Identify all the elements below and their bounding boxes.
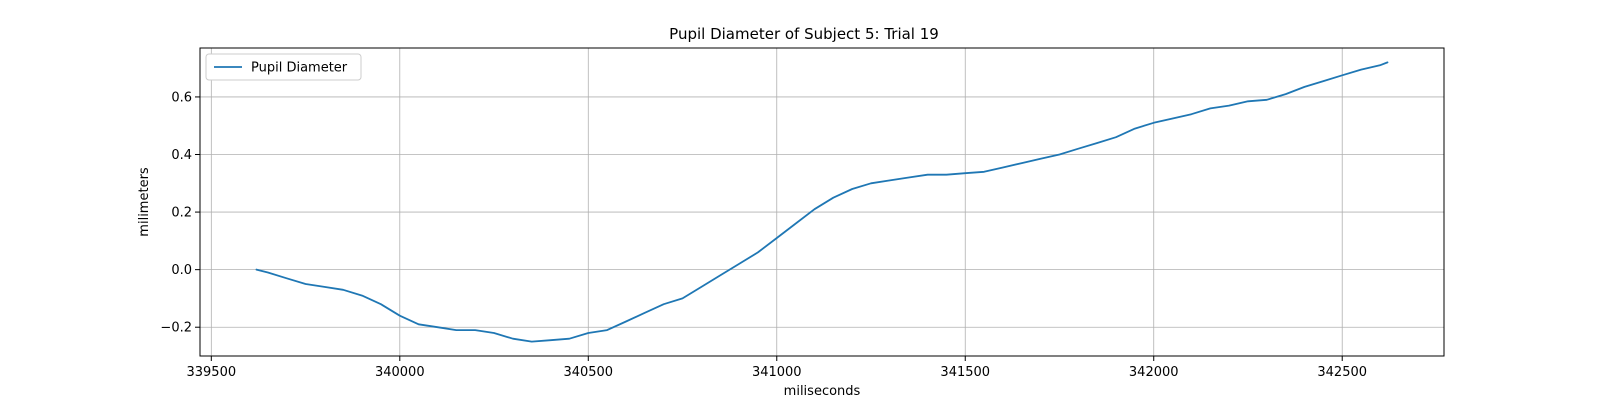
x-tick-label: 339500 xyxy=(186,365,236,380)
y-tick-label: −0.2 xyxy=(160,321,192,336)
series-line-pupil-diameter xyxy=(255,61,1389,343)
legend-entry-pupil-diameter: Pupil Diameter xyxy=(251,61,348,76)
y-axis: −0.2 0.0 0.2 0.4 0.6 xyxy=(160,90,200,336)
plot-frame xyxy=(199,47,1445,357)
x-tick-label: 342500 xyxy=(1317,365,1367,380)
legend: Pupil Diameter xyxy=(205,53,362,81)
x-axis: 339500 340000 340500 341000 341500 342000 3425… xyxy=(186,356,1367,380)
series-layer xyxy=(255,61,1389,343)
grid-layer xyxy=(200,48,1444,356)
x-tick-label: 341000 xyxy=(752,365,802,380)
x-tick-label: 340000 xyxy=(375,365,425,380)
legend-box xyxy=(205,53,362,81)
x-tick-label: 340500 xyxy=(563,365,613,380)
y-tick-label: 0.0 xyxy=(171,263,192,278)
x-tick-label: 342000 xyxy=(1129,365,1179,380)
y-tick-label: 0.6 xyxy=(171,90,192,105)
x-tick-label: 341500 xyxy=(940,365,990,380)
chart-title: Pupil Diameter of Subject 5: Trial 19 xyxy=(669,25,939,43)
y-axis-label: milimeters xyxy=(137,167,152,237)
x-axis-label: miliseconds xyxy=(784,384,861,399)
y-tick-label: 0.2 xyxy=(171,206,192,221)
y-tick-label: 0.4 xyxy=(171,148,192,163)
